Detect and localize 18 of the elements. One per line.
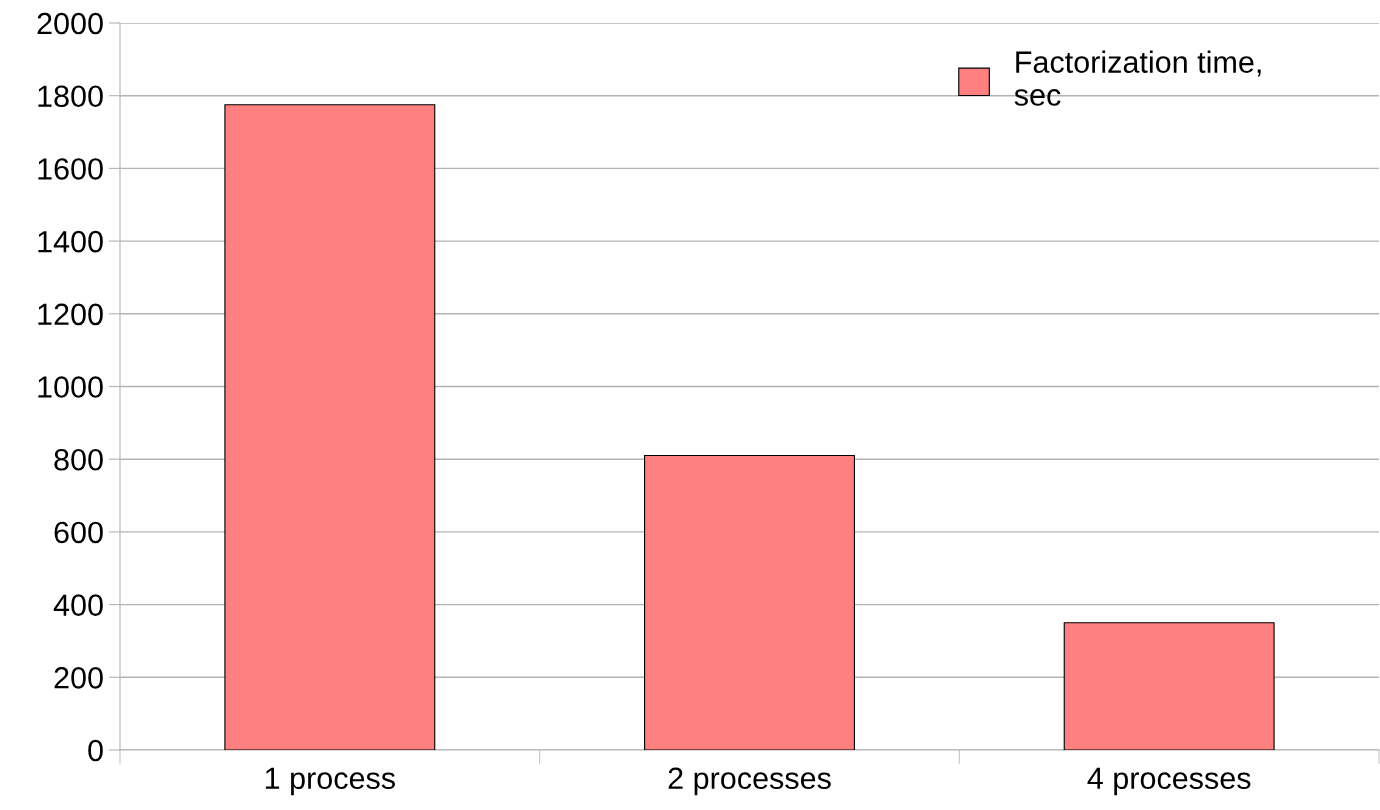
bar bbox=[224, 104, 436, 750]
y-tick-label: 1200 bbox=[38, 303, 103, 326]
y-tick-label: 600 bbox=[54, 521, 103, 544]
bar bbox=[644, 455, 855, 750]
y-tick-label: 0 bbox=[88, 739, 103, 762]
x-tick-label: 4 processes bbox=[1087, 767, 1251, 796]
y-tick-label: 1800 bbox=[38, 85, 103, 108]
bar bbox=[1063, 622, 1275, 750]
x-tick-label: 2 processes bbox=[668, 767, 831, 796]
y-tick-label: 400 bbox=[53, 594, 103, 616]
legend-label: Factorization time, sec bbox=[1014, 50, 1261, 106]
y-tick-label: 1400 bbox=[38, 230, 103, 253]
x-tick-label: 1 process bbox=[265, 767, 395, 796]
y-tick-label: 200 bbox=[54, 667, 103, 689]
y-tick-label: 1600 bbox=[38, 158, 103, 180]
y-tick-label: 800 bbox=[54, 448, 103, 471]
y-tick-label: 2000 bbox=[37, 12, 103, 35]
y-tick-label: 1000 bbox=[38, 376, 103, 398]
